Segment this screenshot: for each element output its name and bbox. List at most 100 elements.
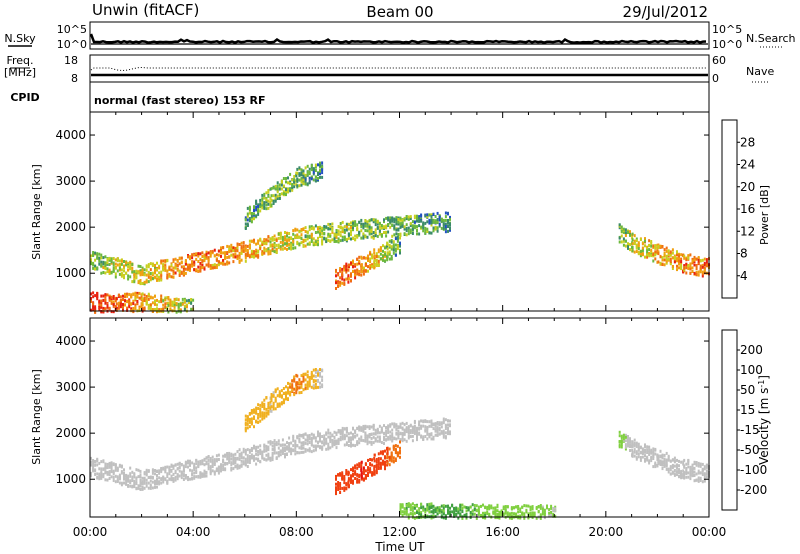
- data-cell: [102, 294, 105, 298]
- data-cell: [665, 463, 668, 467]
- data-cell: [529, 512, 532, 515]
- data-cell: [310, 240, 313, 243]
- data-cell: [669, 465, 672, 469]
- data-cell: [304, 448, 307, 452]
- data-cell: [270, 194, 273, 198]
- data-cell: [350, 261, 352, 265]
- data-cell: [317, 434, 319, 438]
- data-cell: [352, 479, 354, 483]
- data-cell: [515, 505, 517, 509]
- data-cell: [405, 503, 408, 507]
- data-cell: [377, 263, 380, 267]
- data-cell: [130, 302, 133, 306]
- data-cell: [667, 458, 670, 462]
- data-cell: [296, 184, 299, 188]
- data-cell: [347, 227, 350, 231]
- data-cell: [203, 253, 206, 257]
- data-cell: [442, 417, 445, 421]
- data-cell: [337, 473, 340, 477]
- data-cell: [280, 187, 283, 191]
- data-cell: [397, 429, 400, 433]
- data-cell: [134, 291, 137, 295]
- data-cell: [362, 256, 365, 260]
- data-cell: [620, 434, 623, 438]
- data-cell: [304, 438, 307, 442]
- data-cell: [240, 451, 243, 455]
- data-cell: [171, 300, 174, 304]
- data-cell: [428, 221, 431, 225]
- data-cell: [399, 446, 401, 450]
- data-cell: [652, 457, 655, 460]
- data-cell: [300, 176, 303, 180]
- data-cell: [199, 265, 202, 269]
- data-cell: [705, 258, 708, 262]
- data-cell: [90, 254, 92, 258]
- data-cell: [234, 452, 237, 456]
- data-cell: [304, 234, 307, 238]
- data-cell: [158, 266, 161, 270]
- data-cell: [459, 508, 462, 512]
- data-cell: [347, 471, 350, 475]
- data-cell: [234, 461, 237, 465]
- data-cell: [379, 465, 382, 469]
- data-cell: [337, 481, 340, 484]
- data-cell: [176, 467, 179, 471]
- data-cell: [323, 437, 326, 440]
- data-cell: [403, 432, 406, 436]
- data-cell: [699, 264, 702, 268]
- data-cell: [477, 512, 480, 516]
- data-cell: [203, 458, 206, 462]
- data-cell: [296, 386, 299, 389]
- data-cell: [136, 301, 139, 305]
- data-cell: [390, 247, 393, 251]
- data-cell: [396, 235, 399, 239]
- data-cell: [259, 244, 262, 248]
- data-cell: [149, 275, 152, 279]
- data-cell: [265, 207, 268, 211]
- data-cell: [366, 235, 369, 239]
- data-cell: [257, 250, 260, 254]
- data-cell: [444, 431, 447, 435]
- data-cell: [236, 247, 239, 251]
- data-cell: [339, 234, 342, 238]
- data-cell: [278, 404, 281, 408]
- data-cell: [209, 472, 212, 476]
- data-cell: [314, 243, 317, 246]
- data-cell: [669, 257, 672, 261]
- data-cell: [172, 260, 175, 263]
- data-cell: [151, 273, 154, 277]
- data-cell: [327, 234, 330, 238]
- data-cell: [325, 237, 328, 241]
- data-cell: [434, 219, 437, 223]
- data-cell: [438, 423, 441, 427]
- data-cell: [302, 379, 305, 383]
- data-cell: [310, 375, 313, 379]
- data-cell: [141, 487, 144, 491]
- data-cell: [160, 270, 163, 274]
- data-cell: [356, 426, 359, 430]
- data-cell: [352, 261, 354, 265]
- data-cell: [663, 453, 666, 457]
- data-cell: [430, 213, 433, 217]
- data-cell: [291, 188, 294, 192]
- data-cell: [413, 432, 416, 436]
- data-cell: [244, 256, 247, 260]
- data-cell: [654, 257, 657, 261]
- data-cell: [385, 438, 388, 442]
- data-cell: [416, 516, 418, 520]
- data-cell: [385, 431, 388, 435]
- data-cell: [629, 248, 631, 251]
- data-cell: [112, 296, 115, 300]
- data-cell: [370, 226, 373, 230]
- data-cell: [449, 217, 451, 221]
- data-cell: [296, 374, 299, 378]
- data-cell: [123, 264, 125, 268]
- data-cell: [137, 264, 140, 268]
- data-cell: [416, 436, 418, 440]
- data-cell: [618, 430, 621, 434]
- data-cell: [209, 459, 212, 463]
- data-cell: [394, 243, 397, 247]
- data-cell: [124, 295, 126, 298]
- data-cell: [274, 187, 277, 191]
- data-cell: [641, 249, 644, 253]
